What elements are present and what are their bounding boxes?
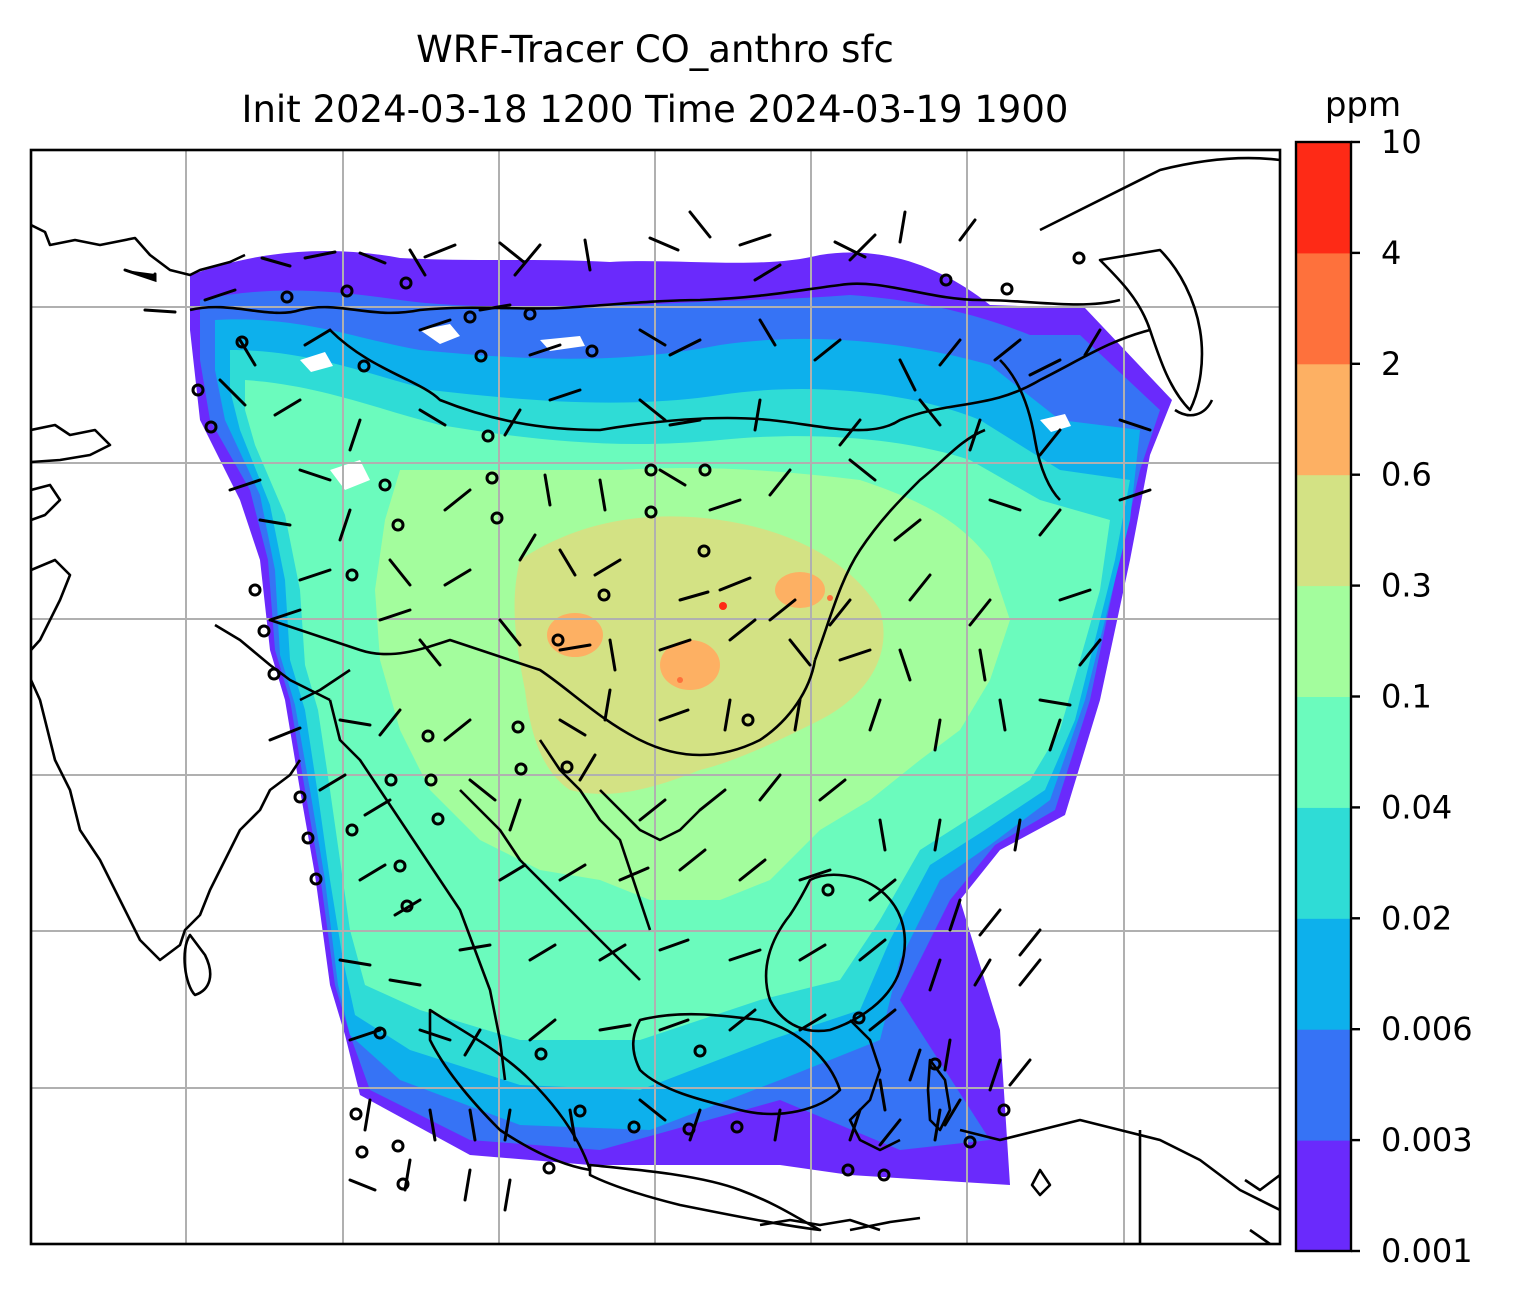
colorbar-swatch [1296,1140,1351,1252]
colorbar-tick-label: 0.001 [1381,1232,1473,1270]
field-band-0.6-b [660,640,720,690]
colorbar-swatch [1296,142,1351,254]
map-plot-area [31,150,1280,1244]
colorbar-swatch [1296,585,1351,697]
colorbar-tick-label: 10 [1381,123,1422,161]
colorbar-tick-label: 2 [1381,345,1401,383]
colorbar-swatch [1296,1029,1351,1141]
colorbar-swatch [1296,696,1351,808]
map-frame [29,148,1282,1246]
field-band-0.6-c [775,572,825,608]
field-band-2 [827,595,833,601]
calm-wind-circles [191,251,1086,1191]
field-band-10 [719,602,727,610]
colorbar-tick-label: 4 [1381,234,1401,272]
colorbar-tick-label: 0.04 [1381,788,1452,826]
colorbar-swatch [1296,252,1351,365]
colorbar: ppm 0.001 0.003 0.006 0.02 0.04 0.1 0.3 0.6 2 4 10 [1294,85,1473,1270]
wind-barbs [123,210,1152,1212]
colorbar-swatches [1296,142,1351,1252]
colorbar-title: ppm [1325,85,1401,125]
colorbar-tick-label: 0.003 [1381,1121,1473,1159]
colorbar-tick-label: 0.1 [1381,678,1432,716]
concentration-field [190,251,1172,1185]
colorbar-tick-label: 0.02 [1381,899,1452,937]
colorbar-swatch [1296,918,1351,1030]
colorbar-swatch [1296,363,1351,476]
gridlines [31,150,1280,1244]
map-title-line-1: WRF-Tracer CO_anthro sfc [416,28,894,71]
field-band-2-b [677,677,683,683]
colorbar-tick-label: 0.6 [1381,456,1432,494]
colorbar-swatch [1296,807,1351,919]
colorbar-tick-label: 0.006 [1381,1010,1473,1048]
colorbar-ticks: 0.001 0.003 0.006 0.02 0.04 0.1 0.3 0.6 2 4 10 [1351,123,1473,1270]
colorbar-swatch [1296,474,1351,587]
map-title-line-2: Init 2024-03-18 1200 Time 2024-03-19 190… [241,88,1069,131]
colorbar-tick-label: 0.3 [1381,567,1432,605]
